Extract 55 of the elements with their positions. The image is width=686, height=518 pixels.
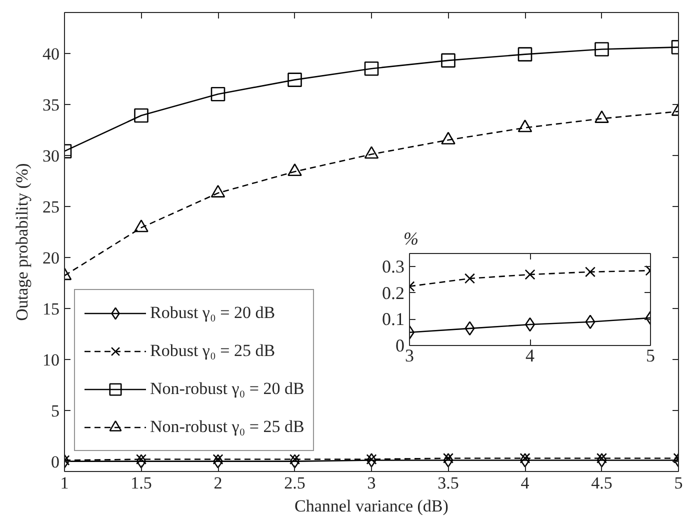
y-tick-label: 35: [42, 95, 60, 114]
x-axis-title: Channel variance (dB): [294, 496, 448, 516]
legend-label: Robust γ₀ = 20 dB: [150, 303, 276, 323]
point: [585, 266, 596, 278]
point: [290, 454, 300, 468]
y-tick-label: 10: [42, 350, 60, 370]
point: [366, 454, 377, 465]
point: [443, 453, 454, 468]
point: [585, 314, 596, 329]
point: [290, 454, 300, 465]
x-tick-label: 3: [405, 346, 414, 366]
y-tick-label: 30: [42, 146, 60, 166]
y-tick-label: 20: [42, 248, 60, 268]
y-axis-title: Outage probability (%): [12, 163, 32, 321]
point: [596, 453, 607, 468]
y-axis-title: %: [404, 228, 418, 248]
x-tick-label: 4.5: [591, 474, 612, 492]
y-tick-label: 40: [42, 44, 60, 64]
point: [594, 42, 609, 56]
x-tick-label: 3: [367, 474, 376, 492]
y-tick-label: 0.1: [382, 309, 404, 330]
x-tick-label: 4: [520, 474, 530, 492]
point: [441, 53, 456, 68]
x-tick-label: 2: [214, 474, 222, 492]
point: [464, 321, 475, 336]
point: [596, 452, 607, 464]
legend-label: Non-robust γ₀ = 25 dB: [150, 417, 304, 437]
point: [364, 61, 379, 76]
y-tick-label: 0.3: [382, 256, 404, 277]
x-tick-label: 2.5: [284, 474, 306, 492]
y-tick-label: 15: [42, 299, 60, 318]
legend-label: Non-robust γ₀ = 20 dB: [150, 379, 304, 399]
point: [464, 273, 475, 284]
x-tick-label: 5: [646, 346, 655, 366]
y-tick-label: 0: [396, 336, 404, 356]
y-tick-label: 25: [42, 197, 60, 216]
point: [518, 47, 532, 62]
y-tick-label: 0.2: [382, 282, 404, 303]
point: [136, 454, 146, 465]
x-tick-label: 1.5: [130, 474, 152, 492]
point: [443, 452, 454, 464]
x-tick-label: 3.5: [438, 474, 459, 492]
point: [210, 86, 226, 102]
point: [524, 269, 536, 280]
point: [212, 454, 224, 465]
x-tick-label: 1: [60, 474, 69, 492]
legend-label: Robust γ₀ = 25 dB: [150, 341, 276, 361]
point: [288, 72, 302, 87]
x-tick-label: 4: [526, 346, 534, 366]
y-tick-label: 5: [51, 401, 60, 420]
x-tick-label: 5: [674, 474, 683, 492]
point: [136, 454, 146, 468]
point: [520, 452, 530, 464]
y-tick-label: 0: [51, 452, 60, 472]
point: [134, 108, 148, 123]
